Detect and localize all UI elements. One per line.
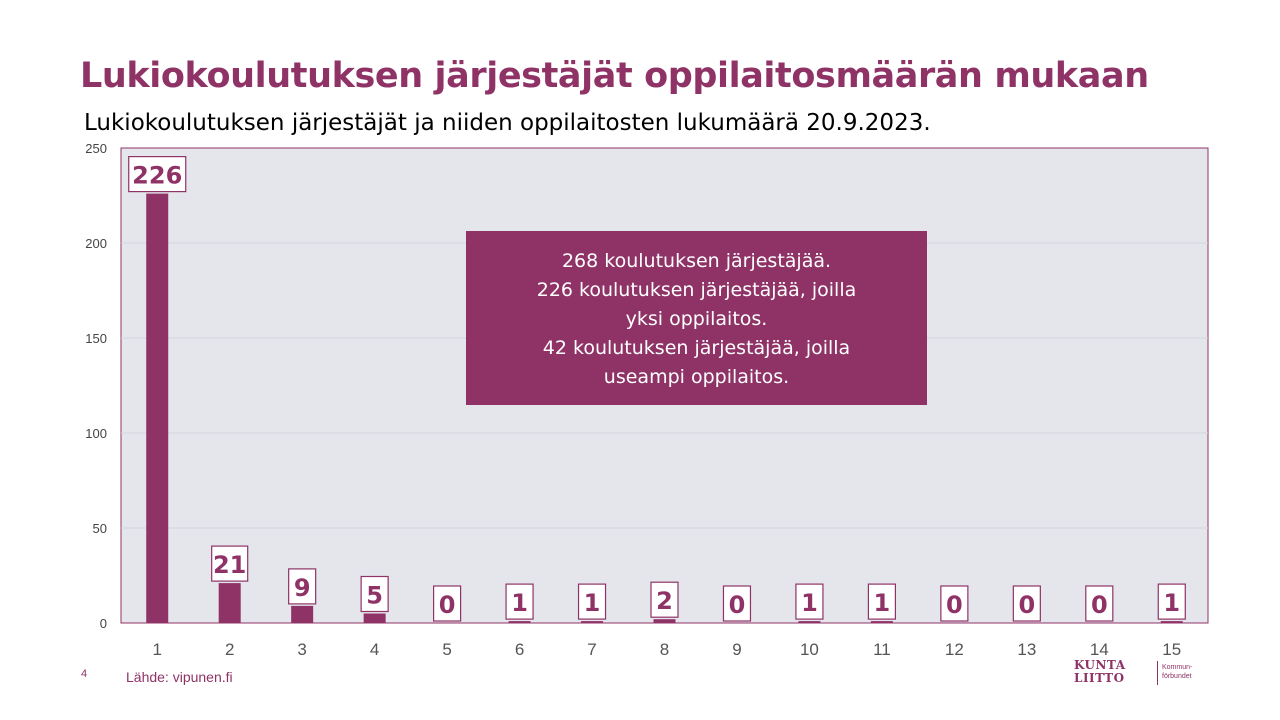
- data-label-box: [360, 575, 389, 613]
- data-label-box: [577, 583, 607, 620]
- y-tick-label: 200: [85, 236, 107, 251]
- data-label: 0: [1091, 591, 1108, 619]
- data-label-box: [433, 585, 462, 622]
- summary-callout: 268 koulutuksen järjestäjää. 226 koulutu…: [466, 231, 927, 405]
- page-number: 4: [81, 668, 88, 680]
- x-tick-label: 2: [225, 640, 234, 659]
- data-label: 1: [1163, 589, 1180, 617]
- x-tick-label: 15: [1162, 640, 1181, 659]
- logo-divider: [1157, 661, 1158, 685]
- callout-line: 42 koulutuksen järjestäjää, joilla: [542, 337, 851, 359]
- data-label-box: [940, 585, 969, 622]
- bar: [798, 621, 821, 623]
- data-label-box: [1085, 585, 1114, 622]
- bar: [218, 583, 241, 623]
- callout-line: yksi oppilaitos.: [625, 308, 768, 330]
- x-tick-label: 6: [515, 640, 524, 659]
- bar: [870, 621, 893, 623]
- bar: [363, 613, 386, 623]
- bar: [291, 605, 314, 623]
- x-tick-label: 7: [587, 640, 596, 659]
- data-label: 0: [1018, 591, 1035, 619]
- callout-line: 226 koulutuksen järjestäjää, joilla: [536, 279, 857, 301]
- data-label-box: [288, 568, 317, 605]
- page-title: Lukiokoulutuksen järjestäjät oppilaitosm…: [80, 56, 1149, 96]
- data-label: 1: [801, 589, 818, 617]
- data-label-box: [211, 545, 249, 582]
- x-tick-label: 12: [945, 640, 964, 659]
- data-label-box: [650, 581, 679, 618]
- bar: [146, 193, 169, 623]
- data-label: 0: [439, 591, 456, 619]
- data-label: 0: [946, 591, 963, 619]
- x-tick-label: 4: [370, 640, 379, 659]
- data-label: 226: [132, 162, 182, 190]
- kuntaliitto-logo: KUNTA LIITTO Kommun- förbundet: [1074, 659, 1204, 689]
- data-label: 9: [294, 574, 311, 602]
- x-tick-label: 1: [152, 640, 161, 659]
- source-note: Lähde: vipunen.fi: [126, 669, 233, 685]
- data-label-box: [722, 585, 752, 622]
- data-label-box: [1012, 585, 1041, 622]
- x-tick-label: 5: [442, 640, 451, 659]
- logo-wordmark: KUNTA LIITTO: [1074, 658, 1126, 685]
- bar: [581, 621, 604, 623]
- data-label: 21: [213, 551, 246, 579]
- x-tick-label: 3: [297, 640, 306, 659]
- data-label-box: [128, 156, 187, 193]
- bar: [653, 619, 676, 623]
- data-label-box: [867, 583, 897, 620]
- data-label: 2: [656, 587, 673, 615]
- data-label: 1: [511, 589, 528, 617]
- callout-line: useampi oppilaitos.: [603, 366, 790, 388]
- x-tick-label: 8: [660, 640, 669, 659]
- bar: [508, 621, 531, 623]
- data-label-box: [1157, 583, 1186, 620]
- callout-line: 268 koulutuksen järjestäjää.: [561, 250, 832, 272]
- x-tick-label: 11: [873, 640, 891, 659]
- logo-subtitle: Kommun- förbundet: [1162, 664, 1193, 680]
- data-label-box: [505, 583, 534, 620]
- y-tick-label: 50: [93, 521, 107, 536]
- data-label: 1: [584, 589, 601, 617]
- y-tick-label: 0: [100, 616, 107, 631]
- x-tick-label: 14: [1090, 640, 1109, 659]
- y-tick-label: 100: [85, 426, 107, 441]
- y-tick-label: 150: [85, 331, 107, 346]
- x-tick-label: 10: [800, 640, 819, 659]
- data-label: 0: [729, 591, 746, 619]
- x-tick-label: 9: [732, 640, 741, 659]
- bar: [1160, 621, 1183, 623]
- data-label-box: [795, 583, 824, 620]
- page-subtitle: Lukiokoulutuksen järjestäjät ja niiden o…: [84, 110, 931, 136]
- data-label: 1: [874, 589, 891, 617]
- data-label: 5: [366, 582, 383, 610]
- y-tick-label: 250: [85, 141, 107, 156]
- x-tick-label: 13: [1017, 640, 1036, 659]
